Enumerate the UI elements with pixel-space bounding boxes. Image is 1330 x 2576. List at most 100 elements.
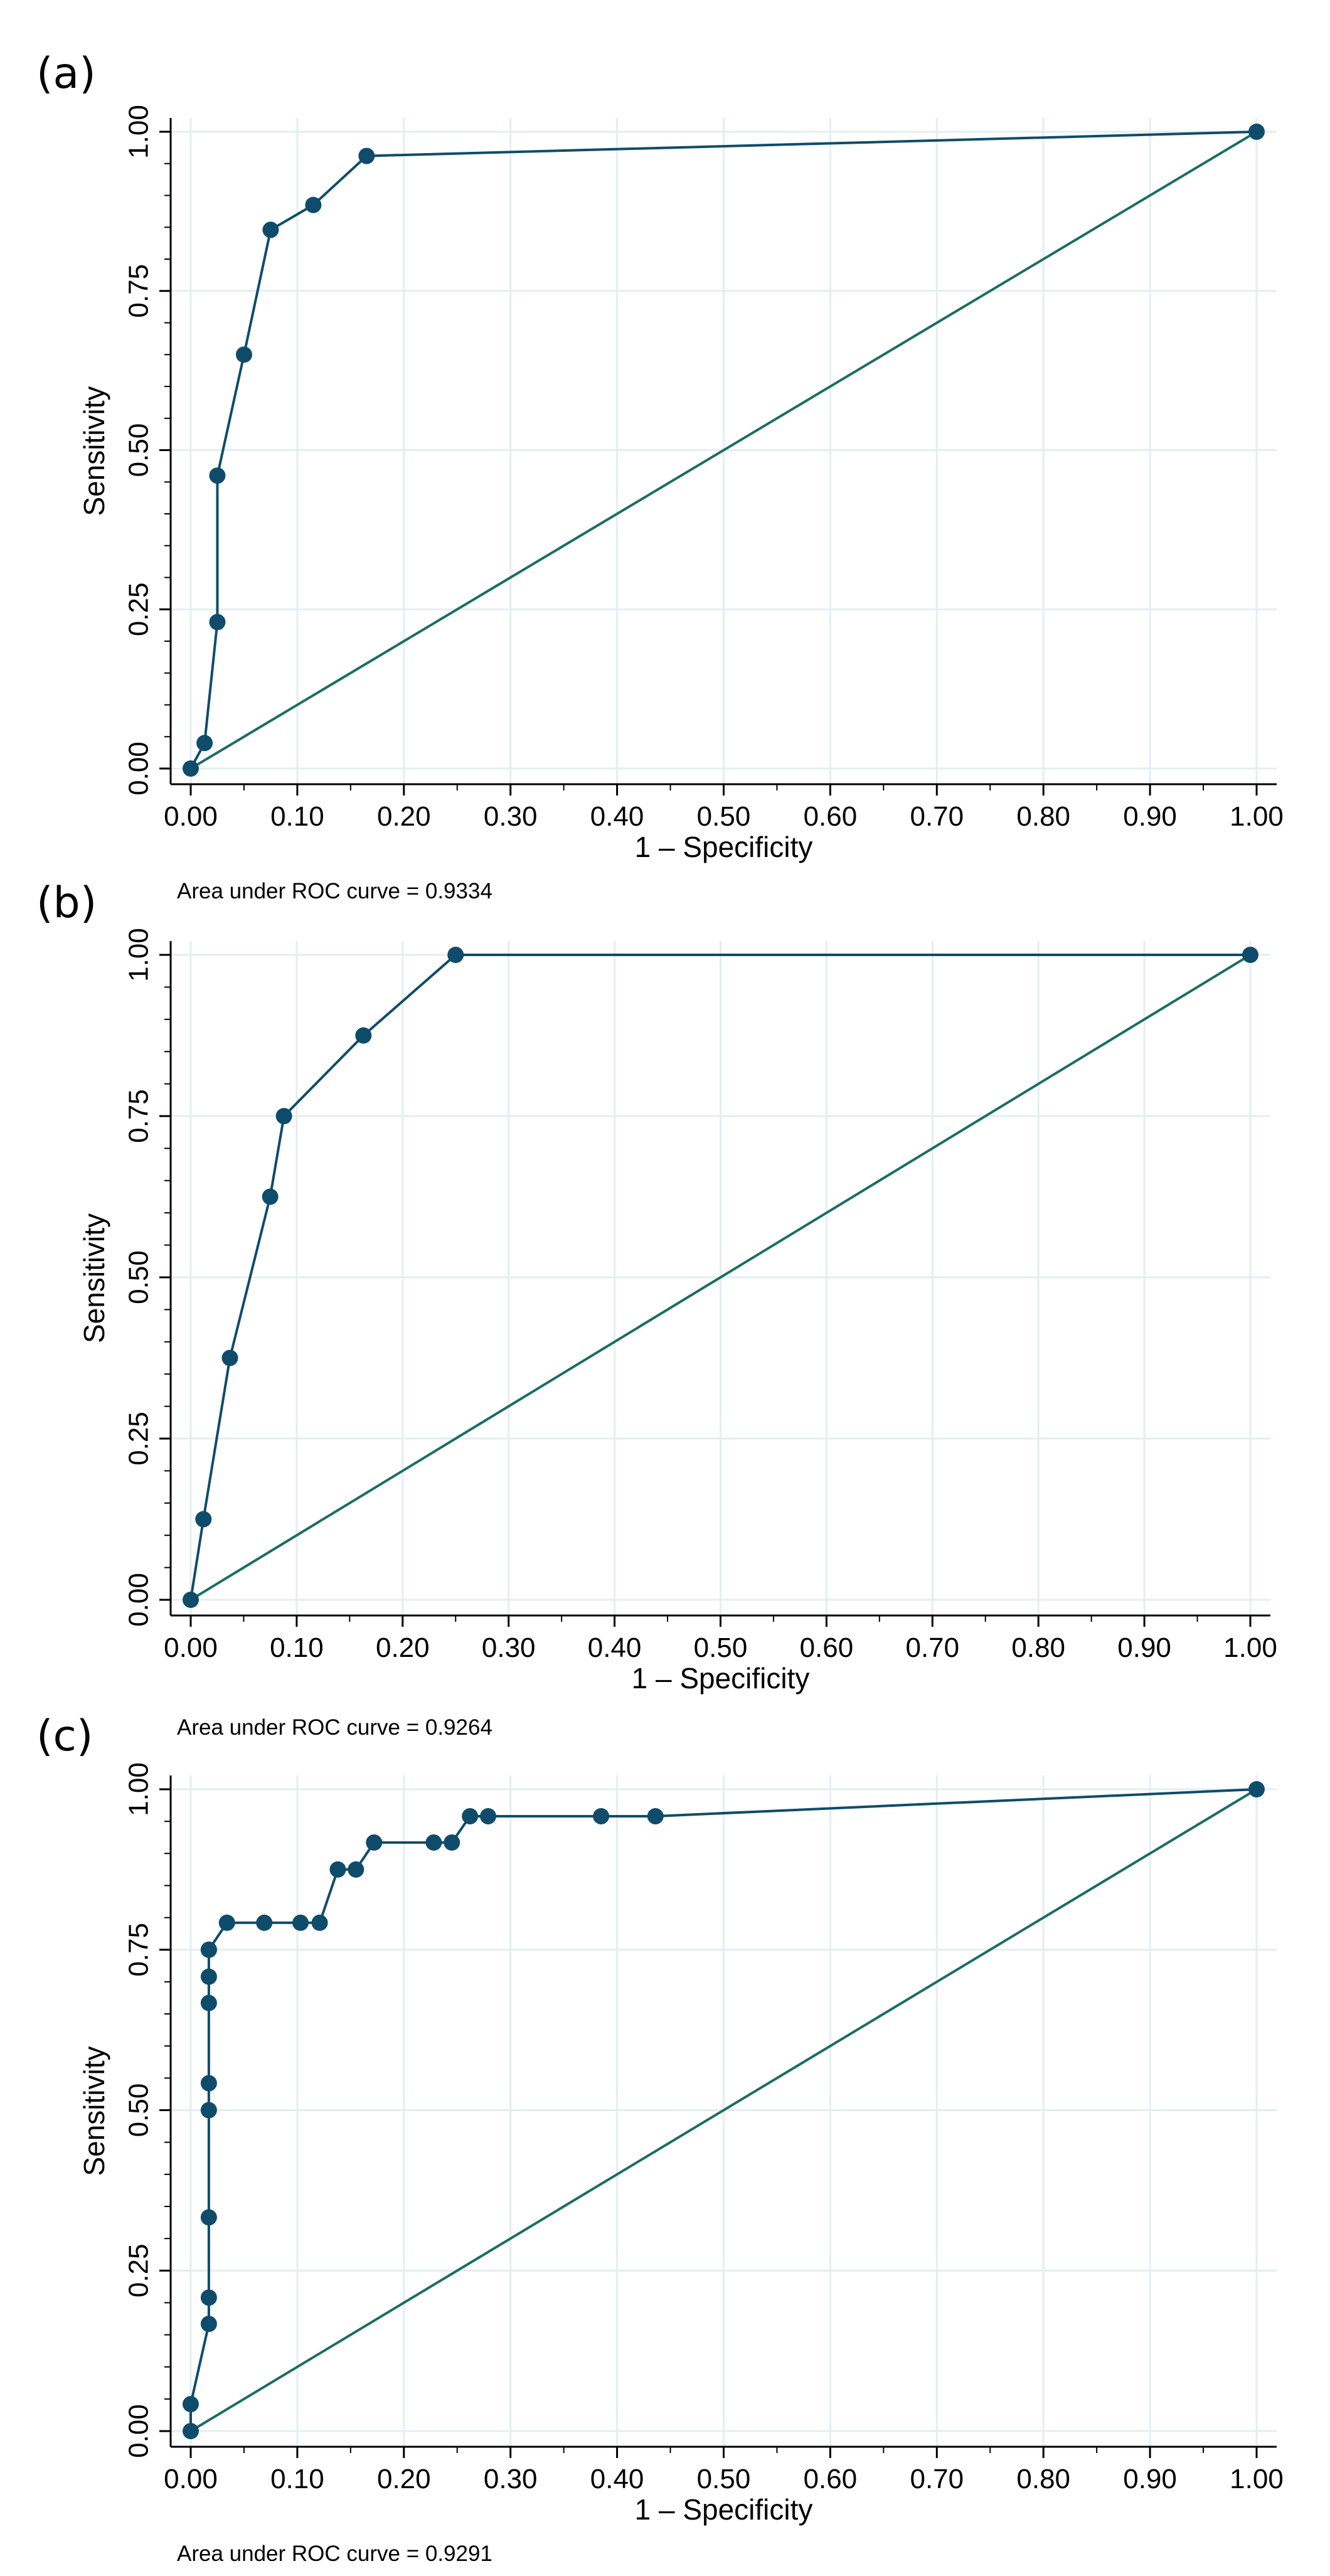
x-tick-label: 1.00	[1230, 2464, 1284, 2494]
reference-line	[189, 1788, 1258, 2432]
y-tick-label: 0.50	[124, 1250, 154, 1304]
roc-point	[262, 1188, 279, 1205]
roc-panel-3: (c) 0.00 0.10 0.20 0.30 0.40 0.50 0.60 0.70 0.80 0…	[36, 1711, 1284, 2566]
y-tick-label: 1.00	[124, 928, 154, 982]
x-tick-label: 0.10	[270, 1632, 324, 1663]
roc-point	[196, 735, 213, 752]
x-tick-label: 0.70	[910, 801, 964, 832]
roc-panel-2: (b) 0.00 0.10 0.20 0.30 0.40 0.50 0.60 0.70 0.80 0…	[36, 878, 1277, 1740]
y-tick-label: 0.75	[124, 1089, 154, 1143]
roc-point	[200, 2209, 217, 2226]
roc-point	[358, 147, 375, 164]
roc-point	[200, 2102, 217, 2119]
roc-point	[292, 1914, 309, 1931]
x-tick-label: 0.60	[804, 801, 858, 832]
x-tick-label: 0.30	[484, 2464, 538, 2494]
x-tick-label: 0.20	[377, 2464, 431, 2494]
x-tick-label: 0.20	[376, 1632, 430, 1663]
x-tick-label: 1.00	[1230, 801, 1284, 832]
panel-label: (b)	[36, 878, 97, 928]
roc-point	[444, 1834, 460, 1851]
y-tick-label: 0.25	[124, 1412, 154, 1466]
y-tick-label: 0.25	[124, 582, 154, 636]
roc-point	[275, 1108, 292, 1124]
roc-point	[593, 1807, 610, 1824]
roc-point	[200, 1968, 217, 1985]
x-tick-label: 0.60	[800, 1632, 854, 1663]
roc-point	[209, 467, 226, 484]
x-axis-title: 1 – Specificity	[635, 2493, 813, 2526]
roc-point	[183, 760, 199, 777]
reference-line	[189, 954, 1252, 1601]
x-tick-label: 0.10	[270, 2464, 324, 2494]
roc-point	[462, 1807, 479, 1824]
y-tick-label: 0.75	[124, 264, 154, 318]
roc-point	[329, 1861, 346, 1878]
x-tick-label: 0.80	[1016, 801, 1070, 832]
x-tick-label: 0.20	[377, 801, 431, 832]
x-tick-label: 0.40	[588, 1632, 642, 1663]
x-tick-label: 0.90	[1123, 801, 1177, 832]
roc-point	[262, 221, 279, 238]
auc-note: Area under ROC curve = 0.9334	[177, 879, 492, 903]
x-tick-label: 0.70	[910, 2464, 964, 2494]
x-tick-label: 0.30	[482, 1632, 536, 1663]
roc-point	[235, 346, 252, 363]
roc-point	[183, 2396, 199, 2413]
x-tick-label: 0.90	[1117, 1632, 1171, 1663]
x-tick-label: 0.40	[590, 801, 644, 832]
y-tick-label: 1.00	[124, 105, 154, 159]
roc-point	[1242, 947, 1258, 963]
roc-point	[209, 614, 226, 631]
x-tick-label: 0.50	[697, 801, 751, 832]
roc-point	[183, 1592, 199, 1608]
roc-point	[1248, 124, 1265, 140]
roc-point	[200, 2316, 217, 2333]
y-tick-label: 0.00	[124, 2404, 154, 2458]
panel-label: (a)	[36, 49, 96, 98]
roc-point	[195, 1511, 212, 1528]
roc-point	[348, 1861, 364, 1878]
y-tick-label: 0.00	[124, 742, 154, 796]
x-tick-label: 0.60	[804, 2464, 858, 2494]
x-tick-label: 0.30	[484, 801, 538, 832]
roc-point	[200, 1994, 217, 2011]
y-tick-label: 0.00	[124, 1573, 154, 1627]
x-axis-title: 1 – Specificity	[632, 1662, 810, 1695]
roc-panel-1: (a) 0.00 0.10 0.20 0.30 0.40 0.50 0.60 0.70 0.80 0…	[36, 49, 1284, 903]
roc-point	[200, 2289, 217, 2306]
y-axis-title: Sensitivity	[78, 386, 110, 516]
x-tick-label: 0.00	[164, 1632, 218, 1663]
roc-point	[480, 1807, 497, 1824]
roc-point	[355, 1027, 372, 1044]
x-tick-label: 0.80	[1016, 2464, 1070, 2494]
roc-point	[200, 1941, 217, 1958]
roc-point	[366, 1834, 383, 1851]
roc-point	[218, 1914, 235, 1931]
roc-point	[200, 2075, 217, 2092]
roc-point	[221, 1349, 238, 1366]
roc-point	[183, 2423, 199, 2439]
y-axis-title: Sensitivity	[78, 2046, 110, 2176]
x-tick-label: 0.70	[905, 1632, 959, 1663]
y-tick-label: 0.25	[124, 2243, 154, 2297]
reference-line	[189, 130, 1258, 770]
roc-point	[425, 1834, 442, 1851]
y-tick-label: 0.50	[124, 423, 154, 477]
x-tick-label: 1.00	[1223, 1632, 1277, 1663]
roc-point	[305, 196, 322, 213]
y-tick-label: 1.00	[124, 1762, 154, 1816]
y-axis-title: Sensitivity	[78, 1213, 110, 1343]
x-tick-label: 0.10	[270, 801, 324, 832]
y-tick-label: 0.75	[124, 1923, 154, 1977]
x-tick-label: 0.80	[1011, 1632, 1065, 1663]
x-tick-label: 0.00	[164, 801, 218, 832]
roc-point	[647, 1807, 664, 1824]
x-tick-label: 0.50	[694, 1632, 748, 1663]
x-tick-label: 0.40	[590, 2464, 644, 2494]
auc-note: Area under ROC curve = 0.9291	[177, 2541, 492, 2566]
roc-point	[311, 1914, 328, 1931]
roc-point	[256, 1914, 273, 1931]
roc-point	[1248, 1781, 1265, 1797]
